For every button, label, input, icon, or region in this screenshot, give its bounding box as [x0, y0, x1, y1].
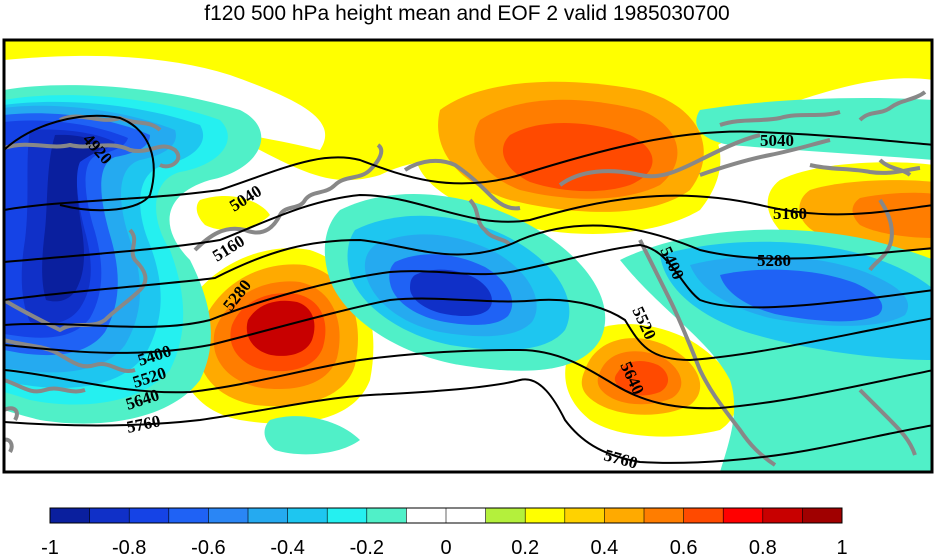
colorbar-swatch [525, 508, 566, 523]
colorbar-swatch [446, 508, 487, 523]
colorbar-tick-label: -0.8 [112, 537, 146, 558]
colorbar-tick-label: 0.8 [749, 537, 777, 558]
colorbar-tick-label: 0 [440, 537, 451, 558]
colorbar-swatch [327, 508, 368, 523]
colorbar-swatch [762, 508, 803, 523]
height-contours [4, 114, 932, 464]
colorbar-swatches [49, 508, 843, 523]
contour-label-5160-east: 5160 [773, 204, 807, 223]
colorbar-swatch [604, 508, 645, 523]
contour-5040 [4, 130, 932, 211]
contour-5640 [4, 348, 932, 410]
colorbar-swatch [287, 508, 328, 523]
colorbar-swatch [129, 508, 170, 523]
colorbar-swatch [802, 508, 843, 523]
colorbar-ticks: -1 -0.8 -0.6 -0.4 -0.2 0 0.2 0.4 0.6 0.8 1 [41, 537, 847, 558]
colorbar-swatch [89, 508, 130, 523]
colorbar-swatch [168, 508, 209, 523]
contour-4920 [4, 114, 155, 212]
colorbar-tick-label: -0.4 [270, 537, 304, 558]
colorbar-tick-label: -1 [41, 537, 59, 558]
contour-5160 [4, 193, 932, 263]
contour-5520 [4, 297, 932, 362]
colorbar-tick-label: 0.6 [670, 537, 698, 558]
colorbar-swatch [248, 508, 289, 523]
contour-label-5040-east: 5040 [760, 131, 794, 150]
colorbar-swatch [208, 508, 249, 523]
contour-label-5280-east: 5280 [757, 251, 791, 270]
colorbar-tick-label: -0.6 [191, 537, 225, 558]
map-frame [2, 38, 934, 474]
contour-5280 [4, 224, 932, 301]
colorbar-swatch [485, 508, 526, 523]
colorbar-swatch [723, 508, 764, 523]
colorbar-swatch [50, 508, 91, 523]
colorbar-tick-label: 0.4 [590, 537, 618, 558]
colorbar-swatch [683, 508, 724, 523]
contour-5760 [4, 378, 932, 464]
colorbar-tick-label: 1 [836, 537, 847, 558]
contour-5400 [4, 243, 932, 328]
map-title: f120 500 hPa height mean and EOF 2 valid… [204, 2, 730, 25]
colorbar-swatch [406, 508, 447, 523]
colorbar-swatch [366, 508, 407, 523]
colorbar-tick-label: -0.2 [350, 537, 384, 558]
colorbar-tick-label: 0.2 [511, 537, 539, 558]
colorbar-frame [49, 507, 843, 524]
colorbar-swatch [644, 508, 685, 523]
colorbar-swatch [564, 508, 605, 523]
